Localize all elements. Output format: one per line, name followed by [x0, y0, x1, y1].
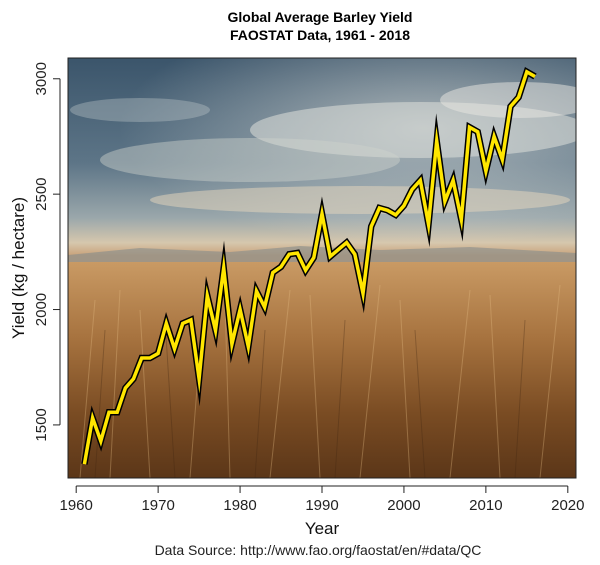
x-axis: 1960 1970 1980 1990 2000 2010 2020 [60, 485, 584, 514]
data-source-note: Data Source: http://www.fao.org/faostat/… [155, 542, 482, 558]
series-line [82, 69, 536, 465]
x-tick-label: 1990 [305, 497, 338, 514]
chart-title: Global Average Barley Yield [228, 9, 413, 25]
y-axis: 1500 2000 2500 3000 [33, 62, 61, 442]
x-axis-title: Year [305, 519, 340, 538]
y-tick-label: 2000 [33, 293, 50, 326]
background-photo [68, 58, 576, 478]
x-tick-label: 2020 [551, 497, 584, 514]
x-tick-label: 1970 [141, 497, 174, 514]
x-tick-label: 1960 [60, 497, 93, 514]
chart-subtitle: FAOSTAT Data, 1961 - 2018 [230, 27, 410, 43]
plot-frame [67, 57, 577, 479]
y-tick-label: 1500 [33, 408, 50, 441]
y-axis-title: Yield (kg / hectare) [9, 197, 28, 339]
y-tick-label: 3000 [33, 62, 50, 95]
series-line-group [81, 66, 537, 465]
x-tick-label: 1980 [223, 497, 256, 514]
x-tick-label: 2010 [469, 497, 502, 514]
x-tick-label: 2000 [387, 497, 420, 514]
y-tick-label: 2500 [33, 177, 50, 210]
